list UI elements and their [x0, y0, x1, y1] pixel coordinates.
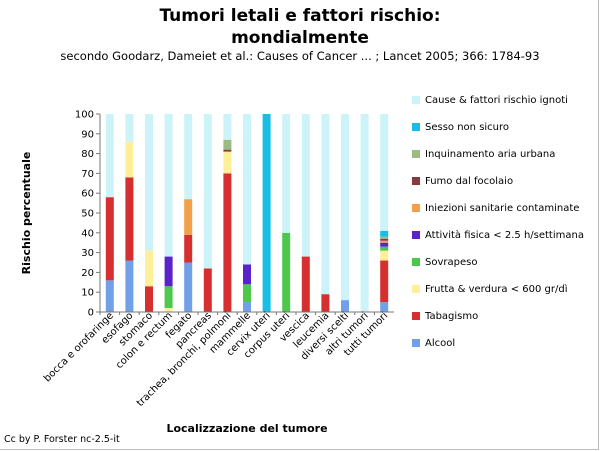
bar-colon-e-rectum-frutta-verdura-600-gr-d [164, 308, 173, 312]
x-axis-title: Localizzazione del tumore [166, 422, 327, 435]
legend-swatch [412, 258, 420, 266]
bar-diversi-scelti-alcool [341, 300, 349, 312]
legend-item-cause-fattori-rischio-ignoti: Cause & fattori rischio ignoti [412, 94, 568, 106]
bar-bocca-e-orofaringe-tabagismo [105, 197, 114, 281]
bar-corpus-uteri-cause-fattori-rischio-ignoti [282, 114, 291, 233]
bar-tutti-tumori-inquinamento-aria-urbana [380, 236, 389, 239]
bar-mammelle-cause-fattori-rischio-ignoti [243, 114, 251, 265]
legend-swatch [412, 150, 420, 158]
y-tick-label: 10 [81, 288, 94, 299]
legend-label: Alcool [425, 337, 456, 349]
bar-esofago-tabagismo [125, 177, 134, 261]
legend-swatch [412, 285, 420, 293]
legend-label: Tabagismo [425, 310, 479, 322]
bar-tutti-tumori-alcool [380, 302, 389, 312]
bar-tutti-tumori-tabagismo [380, 260, 389, 303]
y-tick-label: 30 [81, 248, 94, 259]
bar-trachea-bronchi-polmoni-fumo-dal-focolaio [223, 149, 232, 152]
license-credit: Cc by P. Forster nc-2.5-it [4, 434, 120, 445]
bar-corpus-uteri-sovrapeso [282, 232, 291, 312]
legend-item-attivit-fisica-2-5-h-settimana: Attività fisica < 2.5 h/settimana [412, 229, 584, 241]
y-tick-label: 0 [88, 308, 94, 319]
bar-trachea-bronchi-polmoni-tabagismo [223, 173, 232, 312]
legend-item-sesso-non-sicuro: Sesso non sicuro [412, 121, 509, 133]
legend-label: Inquinamento aria urbana [425, 148, 556, 160]
y-tick-label: 40 [81, 228, 94, 239]
legend-label: Iniezioni sanitarie contaminate [425, 202, 580, 214]
y-tick-label: 60 [81, 189, 94, 200]
bar-bocca-e-orofaringe-cause-fattori-rischio-ignoti [105, 114, 114, 198]
bar-altri-tumori-cause-fattori-rischio-ignoti [360, 114, 369, 312]
bar-colon-e-rectum-attivit-fisica-2-5-h-settimana [164, 256, 173, 287]
bar-fegato-cause-fattori-rischio-ignoti [184, 114, 193, 200]
legend-label: Frutta & verdura < 600 gr/dì [425, 283, 568, 295]
bar-trachea-bronchi-polmoni-cause-fattori-rischio-ignoti [223, 114, 232, 140]
bar-tutti-tumori-iniezioni-sanitarie-contaminate [380, 240, 389, 243]
bar-esofago-alcool [125, 260, 134, 312]
legend-item-tabagismo: Tabagismo [412, 310, 478, 322]
chart-title-line-2: mondialmente [231, 28, 369, 48]
bar-stomaco-cause-fattori-rischio-ignoti [145, 114, 153, 251]
legend-label: Cause & fattori rischio ignoti [425, 94, 568, 106]
legend-label: Sesso non sicuro [425, 121, 510, 133]
legend-swatch [412, 204, 420, 212]
bar-esofago-cause-fattori-rischio-ignoti [125, 114, 134, 142]
y-tick-label: 50 [81, 209, 94, 220]
bar-fegato-iniezioni-sanitarie-contaminate [184, 199, 193, 235]
bar-cervix-uteri-sesso-non-sicuro [262, 114, 271, 312]
bar-trachea-bronchi-polmoni-inquinamento-aria-urbana [223, 139, 232, 150]
y-tick-label: 90 [81, 129, 94, 140]
bar-bocca-e-orofaringe-alcool [105, 280, 114, 312]
legend-swatch [412, 312, 420, 320]
y-tick-label: 70 [81, 169, 94, 180]
bar-tutti-tumori-frutta-verdura-600-gr-d [380, 250, 389, 261]
bar-trachea-bronchi-polmoni-frutta-verdura-600-gr-d [223, 151, 232, 174]
legend-label: Fumo dal focolaio [425, 175, 514, 187]
legend-item-sovrapeso: Sovrapeso [412, 256, 477, 268]
legend-swatch [412, 177, 420, 185]
y-tick-label: 100 [75, 110, 94, 121]
legend-swatch [412, 123, 420, 131]
bar-tutti-tumori-attivit-fisica-2-5-h-settimana [380, 242, 389, 247]
legend-item-alcool: Alcool [412, 337, 455, 349]
bar-tutti-tumori-sesso-non-sicuro [380, 230, 389, 237]
bar-tutti-tumori-cause-fattori-rischio-ignoti [380, 114, 389, 231]
y-tick-label: 80 [81, 149, 94, 160]
bar-leucemia-cause-fattori-rischio-ignoti [321, 114, 330, 295]
y-tick-label: 20 [81, 268, 94, 279]
bar-fegato-alcool [184, 262, 193, 312]
bar-colon-e-rectum-cause-fattori-rischio-ignoti [164, 114, 173, 257]
x-tick-label-bocca-e-orofaringe: bocca e orofaringe [42, 310, 116, 384]
bar-diversi-scelti-cause-fattori-rischio-ignoti [341, 114, 349, 301]
legend-swatch [412, 96, 420, 104]
bar-stomaco-frutta-verdura-600-gr-d [145, 250, 153, 287]
legend-label: Attività fisica < 2.5 h/settimana [425, 229, 584, 241]
bar-stomaco-tabagismo [145, 286, 153, 312]
bar-mammelle-alcool [243, 302, 251, 312]
legend-label: Sovrapeso [425, 256, 478, 268]
bar-pancreas-cause-fattori-rischio-ignoti [203, 114, 212, 269]
bar-vescica-cause-fattori-rischio-ignoti [301, 114, 310, 257]
legend-item-frutta-verdura-600-gr-d: Frutta & verdura < 600 gr/dì [412, 283, 568, 295]
bar-vescica-tabagismo [301, 256, 310, 312]
legend-swatch [412, 231, 420, 239]
legend-item-inquinamento-aria-urbana: Inquinamento aria urbana [412, 148, 555, 160]
bar-tutti-tumori-fumo-dal-focolaio [380, 238, 389, 241]
bar-pancreas-tabagismo [203, 268, 212, 312]
chart-title-line-1: Tumori letali e fattori rischio: [159, 6, 441, 26]
bar-esofago-frutta-verdura-600-gr-d [125, 141, 134, 178]
bar-mammelle-sovrapeso [243, 284, 251, 303]
bar-tutti-tumori-sovrapeso [380, 246, 389, 251]
legend-item-iniezioni-sanitarie-contaminate: Iniezioni sanitarie contaminate [412, 202, 579, 214]
chart-subtitle: secondo Goodarz, Dameiet et al.: Causes … [60, 49, 540, 63]
bar-colon-e-rectum-sovrapeso [164, 286, 173, 309]
legend-swatch [412, 339, 420, 347]
legend-item-fumo-dal-focolaio: Fumo dal focolaio [412, 175, 513, 187]
bar-leucemia-tabagismo [321, 294, 330, 312]
bar-fegato-tabagismo [184, 234, 193, 263]
y-axis-title: Rischio percentuale [20, 152, 33, 275]
bar-mammelle-attivit-fisica-2-5-h-settimana [243, 264, 251, 285]
